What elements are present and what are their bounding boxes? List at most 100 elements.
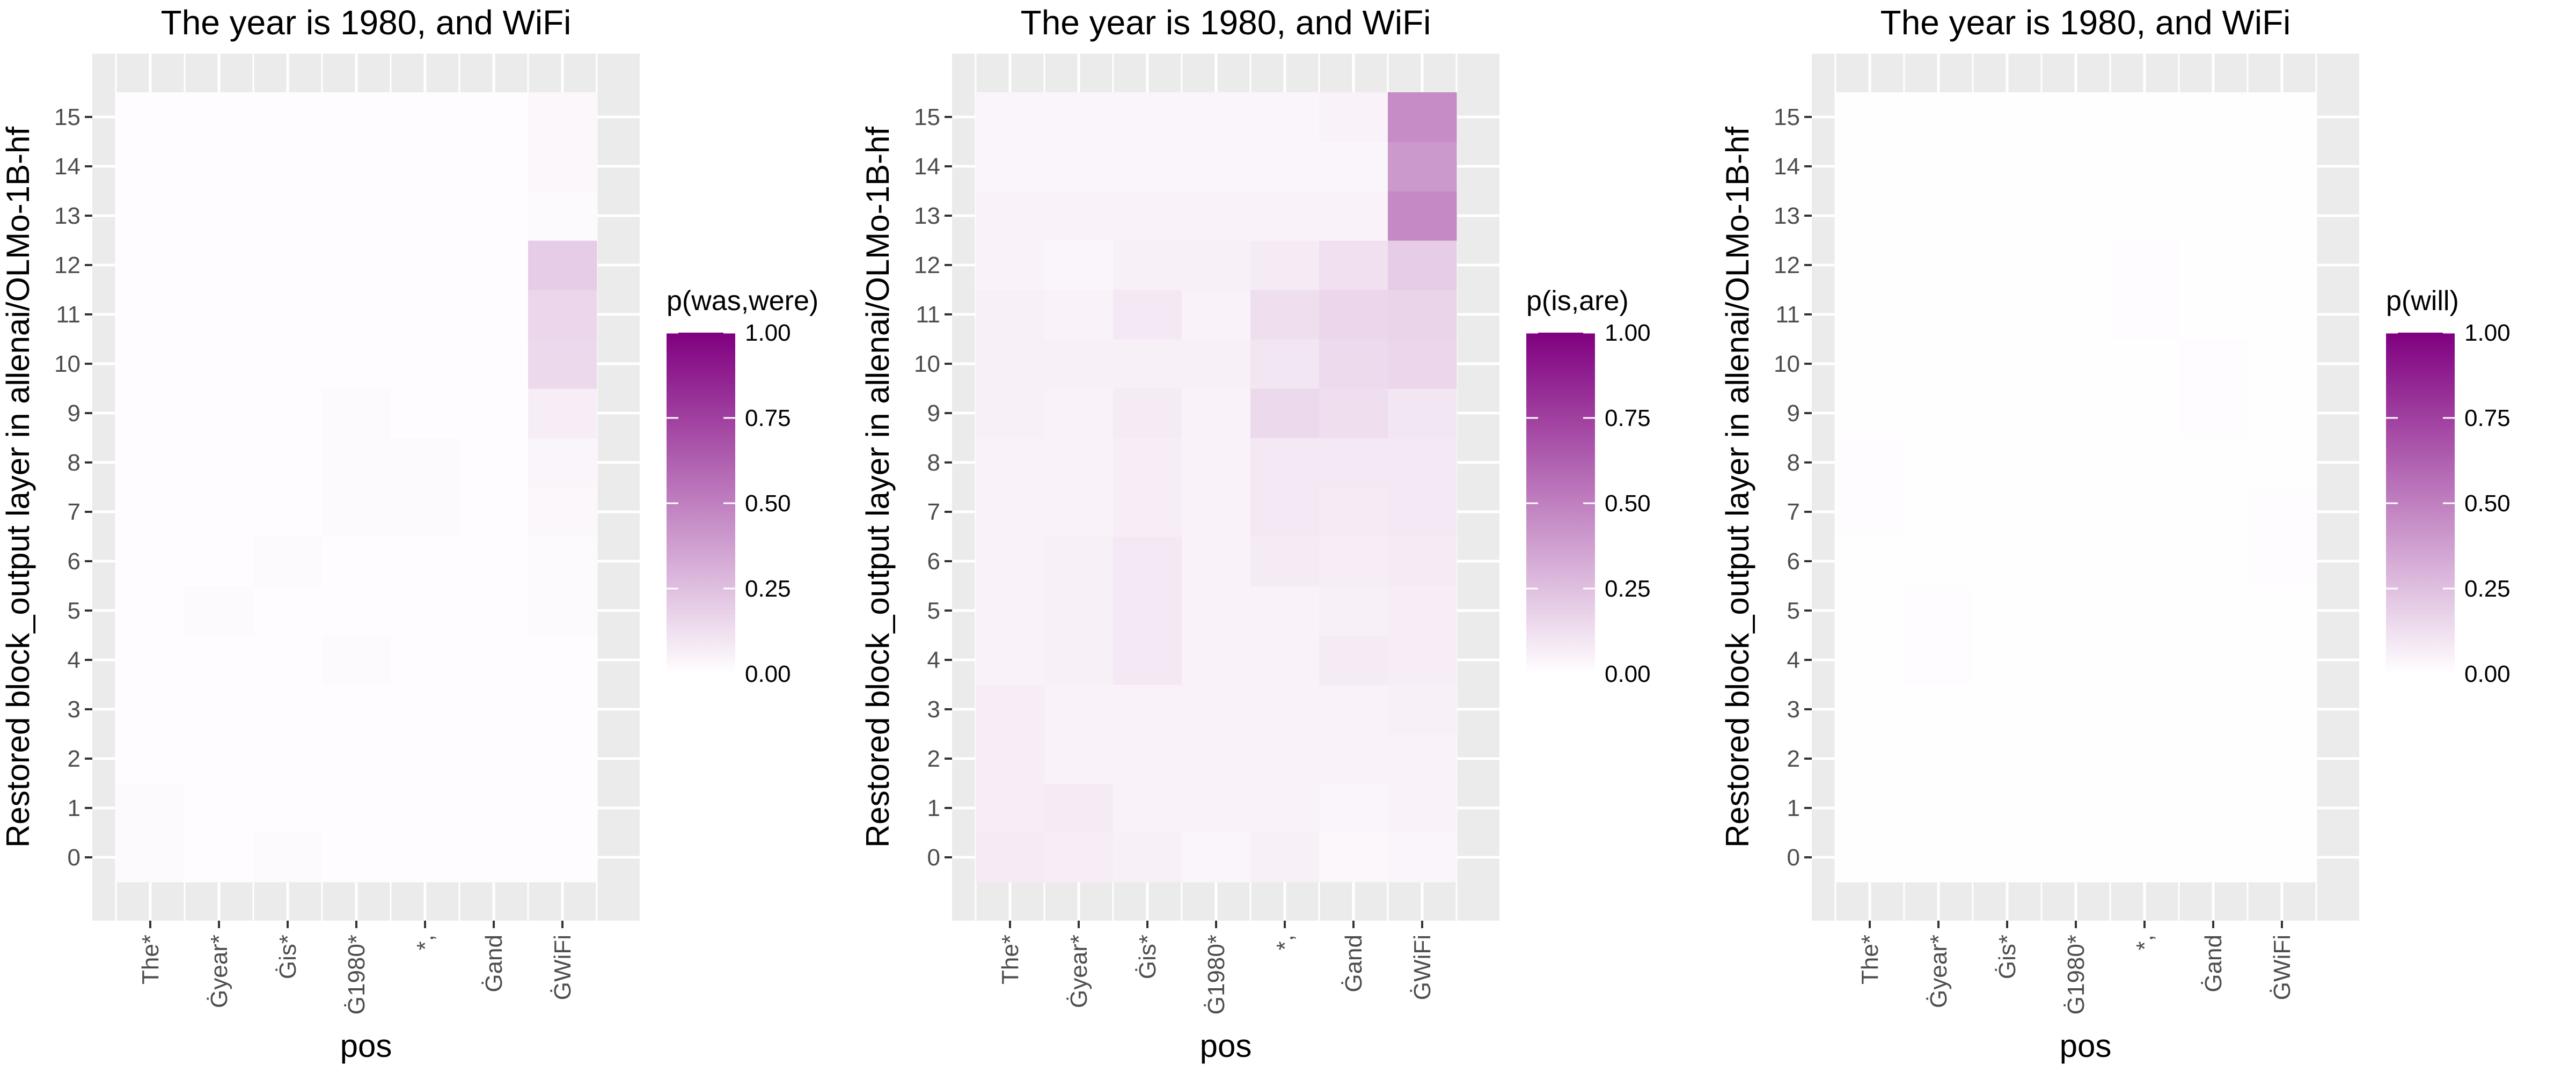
heatmap-cell xyxy=(2179,783,2248,833)
heatmap-cell xyxy=(2248,388,2317,438)
heatmap-cell xyxy=(459,734,529,784)
heatmap-cell xyxy=(1250,487,1320,537)
y-tick-label: 2 xyxy=(1787,746,1800,772)
heatmap-cell xyxy=(391,240,460,290)
heatmap-cell xyxy=(1113,833,1182,883)
heatmap-cell xyxy=(528,438,597,488)
heatmap-cell xyxy=(2041,685,2111,734)
heatmap-cell xyxy=(185,783,254,833)
heatmap-cell xyxy=(1250,685,1320,734)
heatmap-cell xyxy=(1835,734,1905,784)
heatmap-cell xyxy=(459,833,529,883)
heatmap-cell xyxy=(253,191,323,241)
heatmap-panel-1: The year is 1980, and WiFi01234567891011… xyxy=(0,3,818,1064)
heatmap-cell xyxy=(253,685,323,734)
heatmap-cell xyxy=(1250,92,1320,142)
heatmap-cell xyxy=(976,635,1045,685)
heatmap-cell xyxy=(528,635,597,685)
heatmap-cell xyxy=(1388,290,1457,340)
x-axis-title: pos xyxy=(340,1028,392,1064)
heatmap-cell xyxy=(1904,586,1973,636)
heatmap-cell xyxy=(1904,734,1973,784)
heatmap-cell xyxy=(1904,191,1973,241)
y-tick-label: 3 xyxy=(68,696,80,723)
heatmap-cell xyxy=(1250,734,1320,784)
y-tick-label: 12 xyxy=(54,252,80,278)
heatmap-cell xyxy=(2041,339,2111,389)
heatmap-cell xyxy=(1319,586,1388,636)
legend-title: p(was,were) xyxy=(667,285,818,317)
heatmap-cell xyxy=(1388,240,1457,290)
legend-break-label: 0.25 xyxy=(1605,576,1651,602)
heatmap-cell xyxy=(2041,536,2111,586)
heatmap-cell xyxy=(2110,240,2179,290)
legend-break-label: 1.00 xyxy=(1605,320,1651,346)
heatmap-cell xyxy=(1182,191,1251,241)
y-tick-label: 7 xyxy=(1787,499,1800,525)
heatmap-cell xyxy=(2179,685,2248,734)
heatmap-cell xyxy=(976,487,1045,537)
heatmap-cell xyxy=(1113,339,1182,389)
heatmap-cell xyxy=(253,635,323,685)
heatmap-cell xyxy=(1182,142,1251,192)
heatmap-cell xyxy=(2110,339,2179,389)
y-tick-label: 8 xyxy=(68,450,80,476)
heatmap-cell xyxy=(322,142,391,192)
y-tick-label: 11 xyxy=(916,302,940,328)
heatmap-cell xyxy=(391,586,460,636)
heatmap-cell xyxy=(459,92,529,142)
heatmap-cell xyxy=(116,290,185,340)
heatmap-cell xyxy=(185,388,254,438)
heatmap-cell xyxy=(1319,734,1388,784)
heatmap-cell xyxy=(116,438,185,488)
heatmap-panel-3: The year is 1980, and WiFi01234567891011… xyxy=(1719,3,2511,1064)
heatmap-cell xyxy=(1182,487,1251,537)
heatmap-cell xyxy=(1250,339,1320,389)
heatmap-cell xyxy=(2110,438,2179,488)
heatmap-cell xyxy=(253,487,323,537)
heatmap-cell xyxy=(1182,685,1251,734)
y-tick-label: 2 xyxy=(68,746,80,772)
legend-break-label: 0.75 xyxy=(1605,405,1651,431)
heatmap-cell xyxy=(1904,388,1973,438)
heatmap-cell xyxy=(2248,191,2317,241)
heatmap-cell xyxy=(1319,635,1388,685)
heatmap-cell xyxy=(1250,388,1320,438)
heatmap-cell xyxy=(1388,339,1457,389)
x-tick-label: Ġ1980* xyxy=(2063,935,2089,1015)
y-tick-label: 14 xyxy=(914,153,940,180)
heatmap-cell xyxy=(976,142,1045,192)
y-tick-label: 6 xyxy=(1787,548,1800,575)
heatmap-cell xyxy=(528,685,597,734)
heatmap-cell xyxy=(322,685,391,734)
heatmap-cell xyxy=(1319,783,1388,833)
legend-break-label: 0.25 xyxy=(2464,576,2511,602)
heatmap-cell xyxy=(116,783,185,833)
heatmap-cell xyxy=(185,586,254,636)
heatmap-cell xyxy=(253,290,323,340)
heatmap-cell xyxy=(1250,833,1320,883)
heatmap-cell xyxy=(2179,487,2248,537)
heatmap-cell xyxy=(1182,92,1251,142)
heatmap-cell xyxy=(391,536,460,586)
x-tick-label: *, xyxy=(2132,935,2158,950)
heatmap-cell xyxy=(1835,487,1905,537)
heatmap-cell xyxy=(2248,685,2317,734)
heatmap-cell xyxy=(1182,734,1251,784)
heatmap-cell xyxy=(322,191,391,241)
heatmap-cell xyxy=(1113,240,1182,290)
heatmap-cell xyxy=(391,685,460,734)
heatmap-cell xyxy=(528,487,597,537)
heatmap-cell xyxy=(253,734,323,784)
y-tick-label: 10 xyxy=(1774,351,1800,377)
heatmap-cell xyxy=(322,586,391,636)
heatmap-cell xyxy=(459,388,529,438)
heatmap-cell xyxy=(1044,536,1114,586)
heatmap-cell xyxy=(1113,438,1182,488)
y-tick-label: 5 xyxy=(68,598,80,624)
heatmap-cell xyxy=(1904,290,1973,340)
heatmap-cell xyxy=(2179,339,2248,389)
y-tick-label: 2 xyxy=(927,746,940,772)
heatmap-cell xyxy=(1113,388,1182,438)
legend-break-label: 0.75 xyxy=(2464,405,2511,431)
